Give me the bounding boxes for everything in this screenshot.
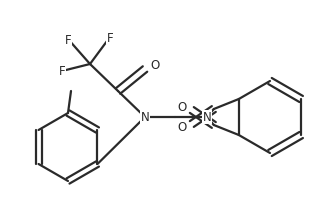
Text: O: O xyxy=(177,101,186,114)
Text: N: N xyxy=(141,111,149,124)
Text: O: O xyxy=(150,59,160,72)
Text: F: F xyxy=(65,33,71,46)
Text: F: F xyxy=(59,65,65,78)
Text: O: O xyxy=(177,121,186,134)
Text: F: F xyxy=(107,31,113,44)
Text: N: N xyxy=(202,111,211,124)
